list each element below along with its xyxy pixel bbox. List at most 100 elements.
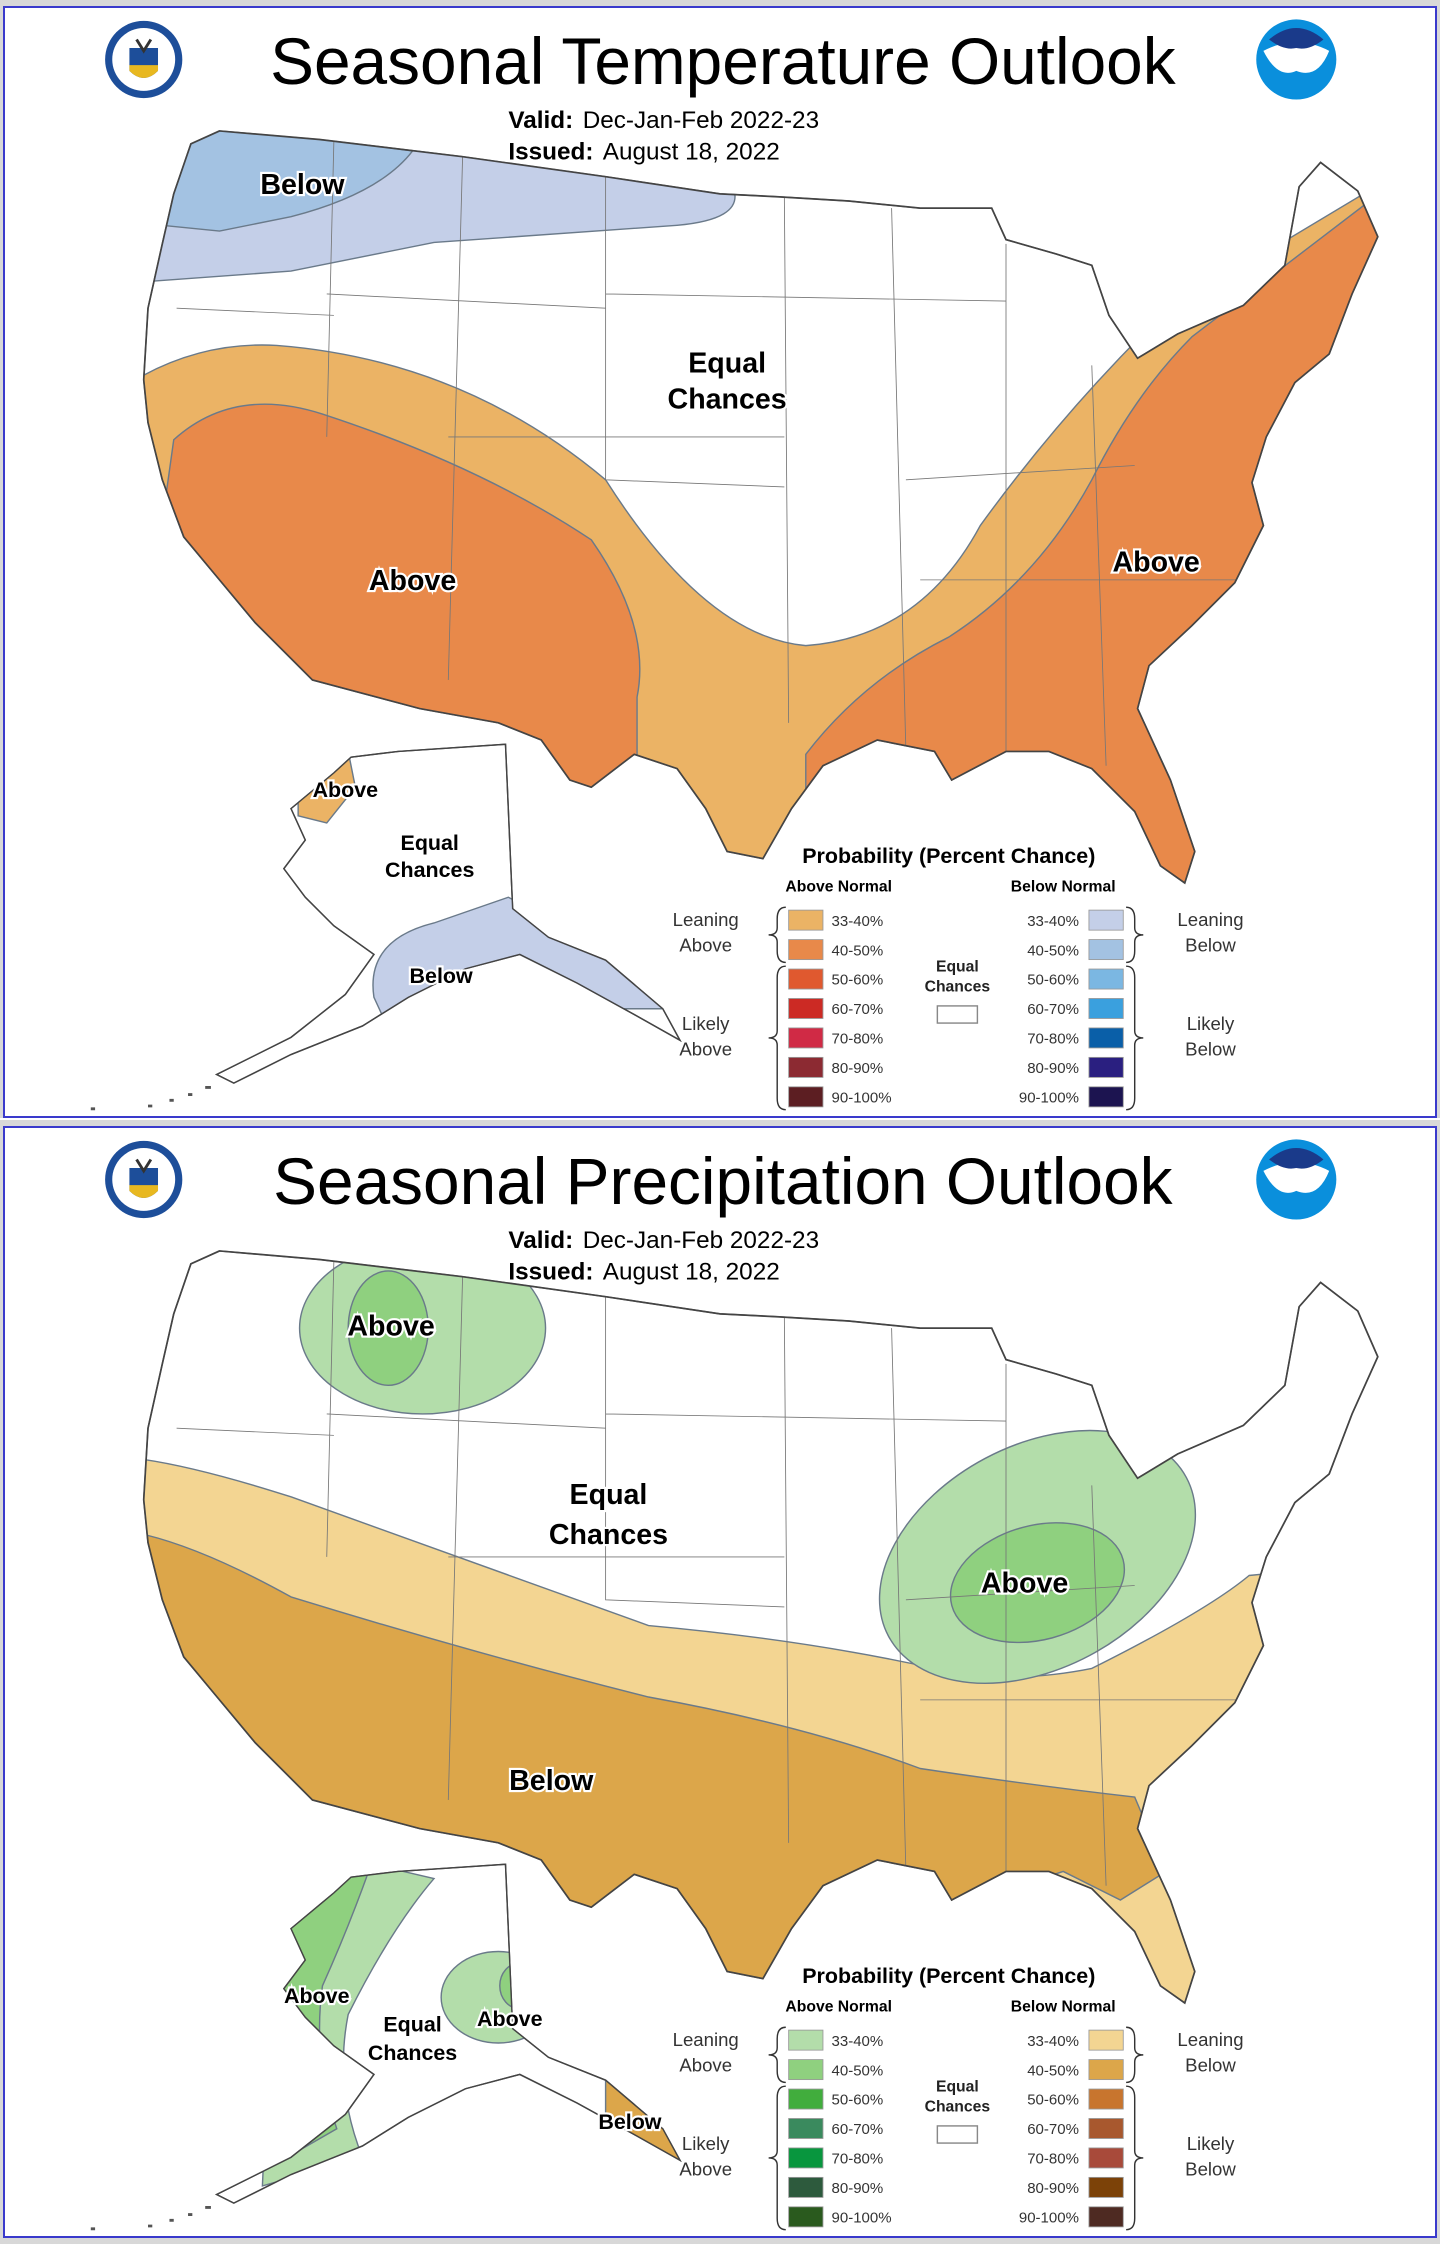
legend-brace [1126,2026,1144,2084]
legend-leaning-below: Below [1185,935,1236,956]
issued-label: Issued: [508,139,593,166]
legend-swatch-equal [936,1005,979,1024]
legend-range-below: 80-90% [1027,1060,1079,1077]
legend-equal-chances: Chances [925,2099,991,2116]
legend-swatch-below [1088,2088,1124,2110]
map-label: Chances [549,1519,668,1551]
legend-swatch-below [1088,2206,1124,2228]
map-label: Above [369,565,456,597]
legend-range-above: 80-90% [832,2180,884,2197]
legend-range-below: 70-80% [1027,1031,1079,1048]
legend-range-below: 40-50% [1027,942,1079,959]
legend-equal-chances: Chances [925,979,991,996]
map-label: Above [981,1568,1068,1600]
legend-swatch-equal [936,2125,979,2144]
legend-swatch-below [1088,968,1124,990]
legend-range-above: 50-60% [832,2092,884,2109]
region-below-40-50 [143,130,414,232]
legend-leaning-below: Leaning [1177,909,1243,930]
precipitation-map: Seasonal Precipitation Outlook Valid: De… [90,1139,1379,2231]
legend-range-below: 40-50% [1027,2062,1079,2079]
precipitation-outlook-panel: Seasonal Precipitation Outlook Valid: De… [3,1126,1437,2238]
legend-range-below: 33-40% [1027,913,1079,930]
legend-brace [768,906,786,964]
legend-swatch-above [788,1056,824,1078]
legend-likely-above: Above [679,1039,732,1060]
legend-range-below: 70-80% [1027,2151,1079,2168]
legend-swatch-above [788,1027,824,1049]
map-label: Above [347,1310,434,1342]
valid-label: Valid: [508,107,573,134]
legend-likely-above: Above [679,2159,732,2180]
legend-range-below: 60-70% [1027,2121,1079,2138]
legend-range-above: 60-70% [832,1001,884,1018]
legend-equal-chances: Equal [936,959,979,976]
legend-brace [768,2085,786,2231]
doc-seal-logo [105,1140,183,1219]
legend-range-above: 90-100% [832,1090,892,1107]
legend-swatch-above [788,2029,824,2051]
legend-swatch-below [1088,998,1124,1019]
probability-legend: Probability (Percent Chance) Above Normal… [673,844,1244,1111]
map-label: Chances [385,858,474,882]
valid-value: Dec-Jan-Feb 2022-23 [583,1227,819,1254]
noaa-logo [1256,1139,1337,1220]
legend-range-above: 33-40% [832,2033,884,2050]
legend-title: Probability (Percent Chance) [802,844,1095,868]
legend-swatch-above [788,2118,824,2139]
legend-title: Probability (Percent Chance) [802,1964,1095,1988]
temperature-outlook-frame: Seasonal Temperature Outlook Valid: Dec-… [0,0,1440,1118]
map-label: Below [598,2110,661,2134]
legend-brace [768,965,786,1111]
legend-above-header: Above Normal [785,1999,892,2016]
legend-below-header: Below Normal [1011,879,1116,896]
legend-range-below: 50-60% [1027,2092,1079,2109]
doc-seal-logo [105,20,183,99]
map-label: Above [313,778,379,802]
legend-swatch-below [1088,1027,1124,1049]
legend-brace [1126,965,1144,1111]
legend-range-above: 50-60% [832,972,884,989]
legend-swatch-above [788,998,824,1019]
map-label: Chances [368,2041,457,2065]
legend-swatch-below [1088,1056,1124,1078]
legend-swatch-above [788,2147,824,2169]
legend-swatch-below [1088,2176,1124,2198]
legend-leaning-below: Below [1185,2055,1236,2076]
map-label: Equal [401,831,459,855]
map-label: Below [509,1765,594,1797]
map-label: Below [260,169,345,201]
legend-leaning-above: Leaning [673,2029,739,2050]
legend-below-header: Below Normal [1011,1999,1116,2016]
legend-likely-below: Likely [1187,2133,1235,2154]
legend-range-below: 60-70% [1027,1001,1079,1018]
map-label: Above [1112,546,1199,578]
legend-range-above: 40-50% [832,2062,884,2079]
legend-swatch-below [1088,2147,1124,2169]
map-label: Equal [570,1479,648,1511]
legend-brace [1126,906,1144,964]
legend-swatch-above [788,968,824,990]
issued-value: August 18, 2022 [603,139,780,166]
temperature-outlook-panel: Seasonal Temperature Outlook Valid: Dec-… [3,6,1437,1118]
legend-swatch-above [788,2206,824,2228]
legend-range-below: 90-100% [1019,2210,1079,2227]
precipitation-outlook-frame: Seasonal Precipitation Outlook Valid: De… [0,1120,1440,2244]
legend-leaning-above: Above [679,935,732,956]
probability-legend: Probability (Percent Chance) Above Normal… [673,1964,1244,2231]
legend-range-below: 80-90% [1027,2180,1079,2197]
legend-swatch-below [1088,2118,1124,2139]
legend-likely-below: Below [1185,2159,1236,2180]
map-label: Equal [688,348,766,380]
map-label: Equal [383,2013,441,2037]
issued-value: August 18, 2022 [603,1259,780,1286]
legend-swatch-above [788,1086,824,1108]
map-title: Seasonal Temperature Outlook [270,24,1176,98]
alaska-map [90,743,681,1111]
legend-likely-above: Likely [682,1013,730,1034]
legend-likely-below: Below [1185,1039,1236,1060]
valid-label: Valid: [508,1227,573,1254]
legend-above-header: Above Normal [785,879,892,896]
legend-leaning-below: Leaning [1177,2029,1243,2050]
noaa-logo [1256,19,1337,100]
